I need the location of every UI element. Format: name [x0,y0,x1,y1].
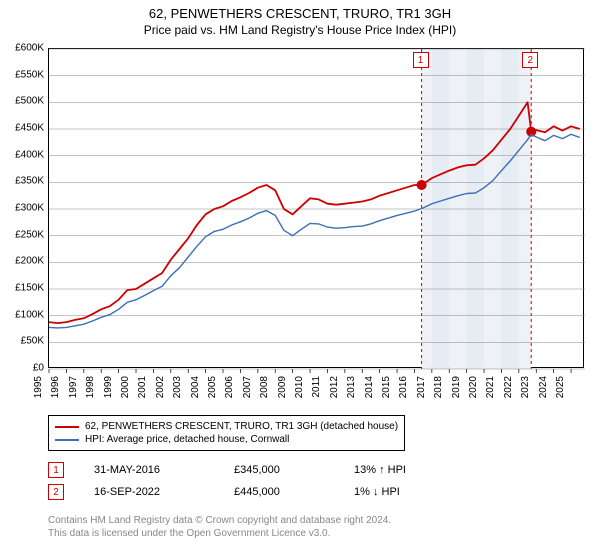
y-tick-label: £200K [4,256,44,267]
y-tick-label: £150K [4,283,44,294]
chart-title: 62, PENWETHERS CRESCENT, TRURO, TR1 3GH [0,0,600,21]
x-tick-label: 1998 [85,376,96,398]
x-tick-label: 2005 [207,376,218,398]
y-tick-label: £550K [4,69,44,80]
x-tick-label: 2003 [172,376,183,398]
x-tick-label: 2025 [555,376,566,398]
y-tick-label: £350K [4,176,44,187]
sale-price: £345,000 [234,464,324,476]
sale-date: 31-MAY-2016 [94,464,204,476]
sale-badge: 2 [48,484,64,500]
x-tick-label: 2002 [155,376,166,398]
chart-subtitle: Price paid vs. HM Land Registry's House … [0,21,600,37]
sale-date: 16-SEP-2022 [94,486,204,498]
legend-swatch [55,426,79,428]
x-tick-label: 2004 [190,376,201,398]
legend-label: HPI: Average price, detached house, Corn… [85,434,289,445]
legend-swatch [55,439,79,441]
sale-marker-badge: 2 [522,52,538,68]
x-tick-label: 2018 [433,376,444,398]
attribution-line-2: This data is licensed under the Open Gov… [48,527,391,540]
legend-item: HPI: Average price, detached house, Corn… [55,433,398,446]
x-tick-label: 2012 [329,376,340,398]
x-tick-label: 2017 [416,376,427,398]
y-tick-label: £250K [4,229,44,240]
attribution: Contains HM Land Registry data © Crown c… [48,514,391,540]
legend: 62, PENWETHERS CRESCENT, TRURO, TR1 3GH … [48,415,405,451]
x-tick-label: 2021 [486,376,497,398]
sale-marker-badge: 1 [413,52,429,68]
x-tick-label: 2024 [538,376,549,398]
sale-row: 1 31-MAY-2016 £345,000 13% ↑ HPI [48,462,406,478]
y-tick-label: £0 [4,363,44,374]
legend-label: 62, PENWETHERS CRESCENT, TRURO, TR1 3GH … [85,421,398,432]
x-tick-label: 2001 [138,376,149,398]
sale-delta: 13% ↑ HPI [354,464,406,476]
sale-row: 2 16-SEP-2022 £445,000 1% ↓ HPI [48,484,400,500]
plot-area [48,48,584,368]
x-tick-label: 1996 [51,376,62,398]
sale-price: £445,000 [234,486,324,498]
x-tick-label: 2000 [120,376,131,398]
sale-delta: 1% ↓ HPI [354,486,400,498]
x-tick-label: 2007 [242,376,253,398]
x-tick-label: 2011 [311,376,322,398]
x-tick-label: 2020 [468,376,479,398]
y-tick-label: £450K [4,123,44,134]
x-tick-label: 2006 [225,376,236,398]
y-tick-label: £400K [4,149,44,160]
plot-svg [49,49,585,369]
x-tick-label: 2014 [364,376,375,398]
y-tick-label: £300K [4,203,44,214]
x-tick-label: 2010 [294,376,305,398]
x-tick-label: 2023 [520,376,531,398]
y-tick-label: £100K [4,309,44,320]
x-tick-label: 2015 [381,376,392,398]
x-tick-label: 1995 [33,376,44,398]
sale-badge: 1 [48,462,64,478]
y-tick-label: £50K [4,336,44,347]
chart-container: 62, PENWETHERS CRESCENT, TRURO, TR1 3GH … [0,0,600,560]
y-tick-label: £600K [4,43,44,54]
x-tick-label: 1999 [103,376,114,398]
x-tick-label: 1997 [68,376,79,398]
x-tick-label: 2016 [399,376,410,398]
x-tick-label: 2009 [277,376,288,398]
legend-item: 62, PENWETHERS CRESCENT, TRURO, TR1 3GH … [55,420,398,433]
x-tick-label: 2022 [503,376,514,398]
y-tick-label: £500K [4,96,44,107]
attribution-line-1: Contains HM Land Registry data © Crown c… [48,514,391,527]
x-tick-label: 2013 [346,376,357,398]
x-tick-label: 2019 [451,376,462,398]
x-tick-label: 2008 [259,376,270,398]
